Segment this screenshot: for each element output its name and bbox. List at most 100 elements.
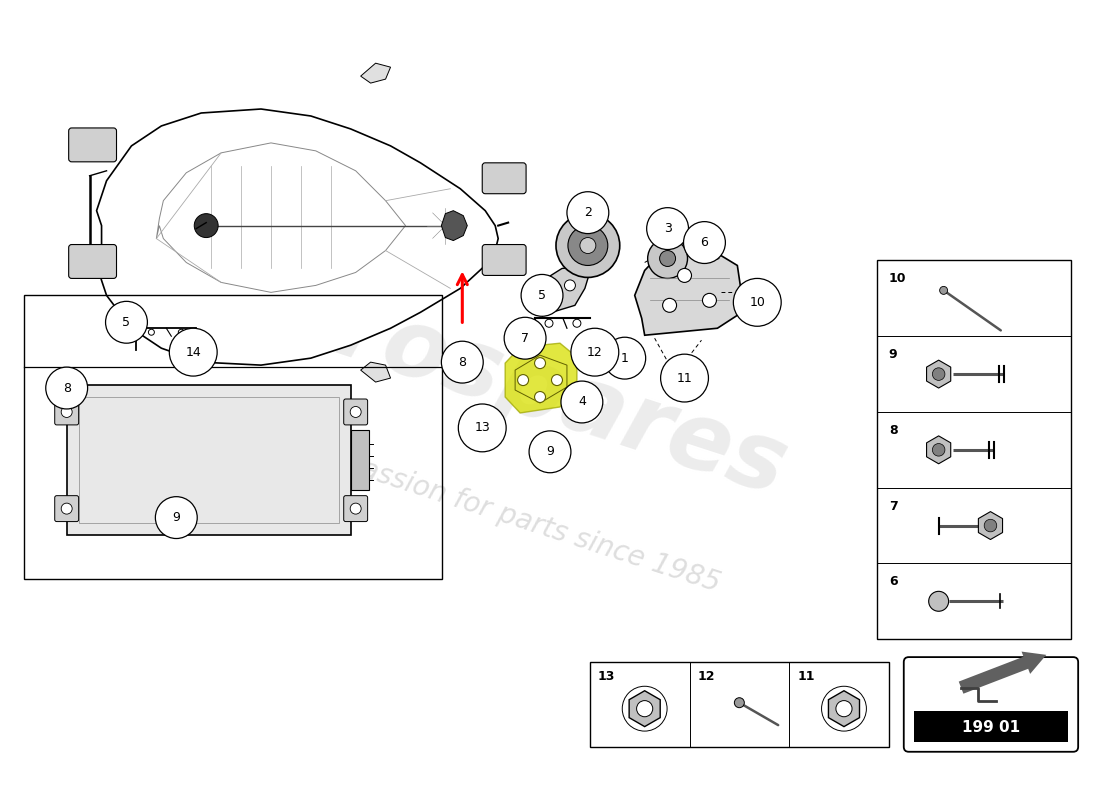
Circle shape	[836, 701, 852, 717]
Polygon shape	[97, 109, 498, 365]
Circle shape	[195, 214, 218, 238]
FancyBboxPatch shape	[68, 128, 117, 162]
Circle shape	[573, 319, 581, 327]
Text: 5: 5	[538, 289, 546, 302]
Text: 9: 9	[173, 511, 180, 524]
Text: 5: 5	[122, 316, 131, 329]
Circle shape	[683, 222, 725, 263]
Circle shape	[604, 338, 646, 379]
FancyBboxPatch shape	[55, 496, 78, 522]
Circle shape	[637, 701, 652, 717]
Text: 11: 11	[676, 371, 692, 385]
Polygon shape	[351, 430, 369, 490]
Circle shape	[735, 698, 745, 708]
Text: 12: 12	[697, 670, 715, 683]
Circle shape	[537, 290, 548, 301]
Bar	[914, 711, 1068, 742]
Bar	[78, 397, 339, 522]
Polygon shape	[828, 690, 859, 726]
Polygon shape	[629, 690, 660, 726]
Text: a passion for parts since 1985: a passion for parts since 1985	[316, 442, 724, 598]
Circle shape	[551, 374, 562, 386]
Text: 199 01: 199 01	[961, 719, 1020, 734]
Circle shape	[580, 238, 596, 254]
Text: 6: 6	[701, 236, 708, 249]
Circle shape	[350, 503, 361, 514]
Circle shape	[662, 298, 676, 312]
Circle shape	[678, 269, 692, 282]
Text: 1: 1	[620, 352, 629, 365]
Circle shape	[703, 294, 716, 307]
Circle shape	[178, 330, 185, 335]
Circle shape	[544, 319, 553, 327]
Circle shape	[660, 250, 675, 266]
Circle shape	[521, 274, 563, 316]
Text: 4: 4	[578, 395, 586, 409]
Circle shape	[933, 368, 945, 380]
Bar	[590, 662, 889, 746]
Circle shape	[106, 302, 147, 343]
FancyBboxPatch shape	[904, 657, 1078, 752]
Polygon shape	[926, 436, 950, 464]
Circle shape	[169, 328, 217, 376]
Text: 8: 8	[459, 356, 466, 369]
Circle shape	[556, 214, 619, 278]
Circle shape	[441, 342, 483, 383]
Bar	[877, 261, 1071, 639]
FancyArrow shape	[959, 651, 1046, 694]
Circle shape	[518, 374, 529, 386]
Circle shape	[647, 208, 689, 250]
Circle shape	[933, 443, 945, 456]
Text: 3: 3	[663, 222, 671, 235]
Circle shape	[459, 404, 506, 452]
Circle shape	[561, 381, 603, 423]
Polygon shape	[505, 343, 576, 413]
Text: 10: 10	[749, 296, 766, 309]
Text: 10: 10	[889, 273, 906, 286]
Polygon shape	[978, 512, 1002, 539]
Polygon shape	[528, 266, 592, 312]
Circle shape	[564, 280, 575, 291]
Text: 9: 9	[546, 446, 554, 458]
Polygon shape	[361, 362, 390, 382]
Text: 13: 13	[474, 422, 491, 434]
Circle shape	[529, 431, 571, 473]
Bar	[67, 385, 351, 534]
Circle shape	[928, 591, 948, 611]
Circle shape	[155, 497, 197, 538]
Circle shape	[46, 367, 88, 409]
Polygon shape	[635, 249, 741, 335]
FancyBboxPatch shape	[68, 245, 117, 278]
Circle shape	[350, 406, 361, 418]
Text: 2: 2	[584, 206, 592, 219]
FancyBboxPatch shape	[55, 399, 78, 425]
Polygon shape	[441, 210, 468, 241]
FancyBboxPatch shape	[343, 496, 367, 522]
Circle shape	[939, 286, 947, 294]
Text: 6: 6	[889, 575, 898, 588]
Circle shape	[535, 391, 546, 402]
Text: 7: 7	[521, 332, 529, 345]
FancyBboxPatch shape	[482, 163, 526, 194]
FancyBboxPatch shape	[482, 245, 526, 275]
Text: 7: 7	[889, 500, 898, 513]
Circle shape	[661, 354, 708, 402]
Polygon shape	[361, 63, 390, 83]
Text: 8: 8	[63, 382, 70, 394]
Circle shape	[734, 278, 781, 326]
Circle shape	[571, 328, 619, 376]
Text: 12: 12	[587, 346, 603, 358]
Circle shape	[62, 406, 73, 418]
Polygon shape	[926, 360, 950, 388]
Circle shape	[984, 519, 997, 532]
FancyBboxPatch shape	[343, 399, 367, 425]
Circle shape	[566, 192, 608, 234]
Text: 14: 14	[186, 346, 201, 358]
Circle shape	[568, 226, 608, 266]
Circle shape	[62, 503, 73, 514]
Circle shape	[504, 318, 546, 359]
Text: 13: 13	[597, 670, 615, 683]
Circle shape	[148, 330, 154, 335]
Circle shape	[535, 358, 546, 369]
Text: eurospares: eurospares	[201, 244, 799, 516]
